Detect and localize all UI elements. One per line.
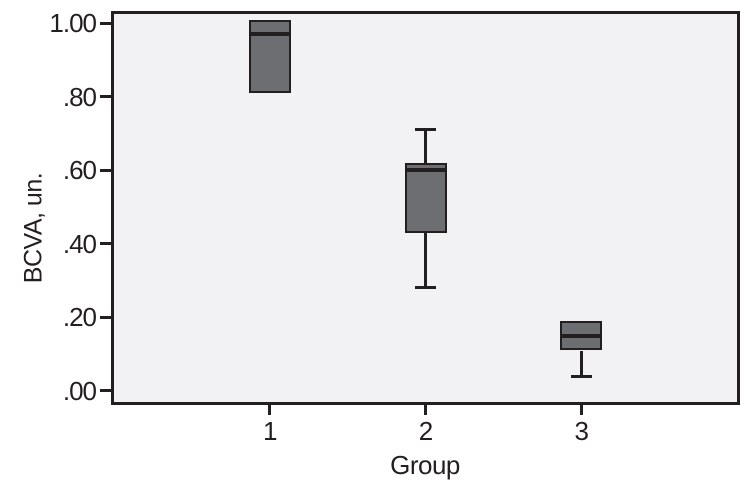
whisker-cap bbox=[570, 374, 592, 378]
whisker-stem bbox=[424, 232, 427, 288]
whisker-cap bbox=[415, 128, 436, 132]
y-tick-mark bbox=[100, 21, 111, 25]
y-tick-label: 1.00 bbox=[49, 8, 97, 39]
box-group-1 bbox=[248, 19, 291, 94]
y-tick-mark bbox=[100, 242, 111, 246]
x-tick-mark bbox=[579, 405, 583, 415]
y-tick-label: .40 bbox=[62, 228, 97, 259]
median-line-group-1 bbox=[248, 32, 291, 37]
whisker-stem bbox=[424, 129, 427, 163]
y-tick-label: .60 bbox=[62, 155, 97, 186]
median-line-group-2 bbox=[404, 168, 447, 173]
x-tick-label: 1 bbox=[263, 416, 277, 446]
whisker-stem bbox=[579, 350, 583, 377]
x-tick-mark bbox=[268, 405, 272, 415]
y-tick-mark bbox=[100, 95, 111, 99]
y-tick-mark bbox=[100, 168, 111, 172]
median-line-group-3 bbox=[560, 333, 603, 338]
x-axis-title: Group bbox=[390, 450, 460, 480]
y-tick-mark bbox=[100, 315, 111, 319]
x-tick-label: 3 bbox=[574, 416, 589, 446]
y-tick-label: .80 bbox=[62, 81, 97, 112]
y-tick-label: .00 bbox=[62, 375, 97, 406]
y-tick-label: .20 bbox=[62, 302, 97, 333]
box-group-2 bbox=[404, 162, 447, 233]
whisker-cap bbox=[415, 286, 436, 290]
x-tick-label: 2 bbox=[418, 416, 433, 446]
x-tick-mark bbox=[424, 405, 427, 415]
y-tick-mark bbox=[100, 389, 111, 393]
